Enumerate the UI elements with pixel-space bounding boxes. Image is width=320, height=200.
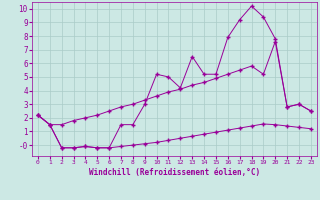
X-axis label: Windchill (Refroidissement éolien,°C): Windchill (Refroidissement éolien,°C)	[89, 168, 260, 177]
